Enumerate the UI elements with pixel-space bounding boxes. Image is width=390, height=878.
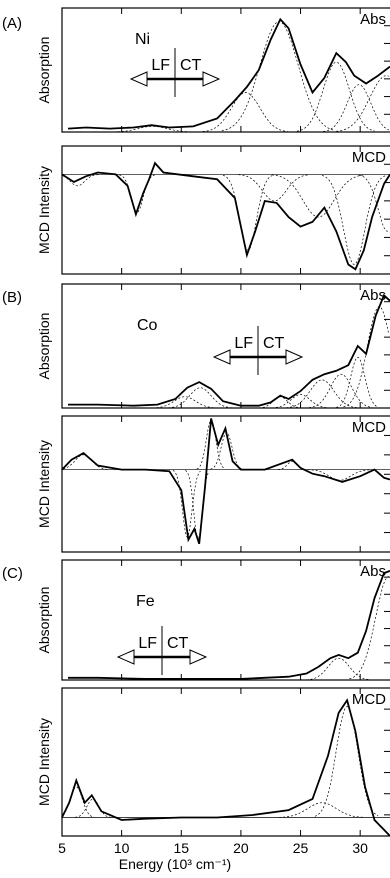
y-axis-label: MCD Intensity: [36, 166, 52, 254]
gaussian-component-line: [343, 306, 390, 408]
arrowhead-left-icon: [116, 649, 135, 665]
ct-label: CT: [180, 57, 202, 74]
y-axis-label: Absorption: [36, 37, 52, 104]
x-tick-label: 20: [233, 840, 249, 856]
x-tick-label: 10: [114, 840, 130, 856]
arrowhead-left-icon: [129, 71, 148, 87]
panel-2: MCD MCD Intensity: [36, 145, 390, 275]
panel-frame: [61, 415, 390, 553]
panel-frame: [61, 145, 390, 275]
gaussian-component-line: [109, 126, 196, 133]
gaussian-component-line: [296, 61, 375, 132]
gaussian-component-line: [308, 373, 373, 408]
spectrum-label: Abs: [360, 287, 386, 304]
gaussian-component-line: [152, 396, 216, 409]
y-axis-label: MCD Intensity: [36, 440, 52, 528]
arrowhead-left-icon: [212, 349, 231, 365]
panel-frame: [61, 7, 390, 133]
gaussian-component-line: [336, 75, 389, 132]
panels-layer: Abs Absorption MCD MCD Intensity Abs Absorpti…: [2, 7, 390, 837]
gaussian-component-line: [75, 798, 111, 818]
spectrum-line-abs: [68, 293, 390, 407]
spectrum-line-abs: [68, 570, 390, 680]
gaussian-component-line: [277, 460, 306, 470]
gaussian-component-line: [63, 454, 109, 470]
spectrum-line-mcd: [61, 698, 390, 837]
gaussian-component-line: [314, 706, 379, 817]
gaussian-component-line: [271, 394, 329, 409]
panel-3: Abs Absorption: [36, 283, 390, 409]
gaussian-component-line: [202, 92, 288, 132]
gaussian-component-line: [221, 21, 336, 132]
panel-annotations-2: (B) Co LF CT: [2, 289, 304, 375]
arrowhead-right-icon: [202, 71, 221, 87]
spectrum-line-mcd: [61, 161, 390, 271]
gaussian-component-line: [358, 174, 389, 232]
gaussian-component-line: [172, 470, 201, 538]
gaussian-component-line: [349, 576, 389, 680]
y-axis-label: Absorption: [36, 313, 52, 380]
gaussian-component-line: [238, 174, 309, 202]
gaussian-component-line: [196, 419, 225, 470]
sample-name: Co: [137, 317, 158, 334]
gaussian-component-line: [63, 174, 99, 187]
panel-5: Abs Absorption: [36, 559, 390, 681]
x-tick-label: 25: [293, 840, 309, 856]
gaussian-component-line: [286, 379, 357, 409]
panel-letter: (C): [2, 565, 23, 582]
sample-name: Ni: [135, 31, 150, 48]
spectrum-label: MCD: [352, 691, 386, 708]
gaussian-component-line: [323, 84, 389, 132]
ct-label: CT: [263, 335, 285, 352]
panel-4: MCD MCD Intensity: [36, 415, 390, 553]
panel-6: MCD MCD Intensity: [36, 687, 390, 837]
gaussian-component-line: [119, 174, 156, 213]
spectrum-line-mcd: [61, 418, 390, 545]
arrowhead-right-icon: [285, 349, 304, 365]
spectrum-label: Abs: [360, 11, 386, 28]
y-axis-label: Absorption: [36, 587, 52, 654]
gaussian-component-line: [185, 470, 210, 540]
panel-frame: [61, 559, 390, 681]
gaussian-component-line: [336, 356, 379, 408]
gaussian-component-line: [210, 432, 242, 470]
x-tick-label: 30: [352, 840, 368, 856]
spectrum-label: Abs: [360, 563, 386, 580]
gaussian-component-line: [321, 175, 386, 265]
lf-label: LF: [234, 335, 253, 352]
gaussian-component-line: [62, 786, 95, 818]
gaussian-component-line: [222, 174, 273, 251]
panel-letter: (B): [2, 289, 22, 306]
panel-annotations-3: (C) Fe LF CT: [2, 565, 208, 675]
arrowhead-right-icon: [189, 649, 208, 665]
panel-1: Abs Absorption: [36, 7, 390, 133]
gaussian-component-line: [271, 174, 364, 218]
gaussian-component-line: [306, 657, 370, 681]
panel-frame: [61, 687, 390, 837]
lf-label: LF: [138, 635, 157, 652]
sample-name: Fe: [136, 593, 155, 610]
y-axis-label: MCD Intensity: [36, 718, 52, 806]
x-tick-label: 15: [173, 840, 189, 856]
panel-frame: [61, 283, 390, 409]
ct-label: CT: [167, 635, 189, 652]
gaussian-component-line: [279, 802, 364, 818]
x-axis-label: Energy (10³ cm⁻¹): [119, 856, 231, 872]
x-axis: 5 10 15 20 25 30: [58, 840, 368, 856]
x-tick-label: 5: [58, 840, 66, 856]
spectrum-label: MCD: [352, 149, 386, 166]
spectrum-label: MCD: [352, 419, 386, 436]
panel-letter: (A): [2, 15, 22, 32]
spectrum-line-abs: [67, 17, 390, 130]
lf-label: LF: [151, 57, 170, 74]
